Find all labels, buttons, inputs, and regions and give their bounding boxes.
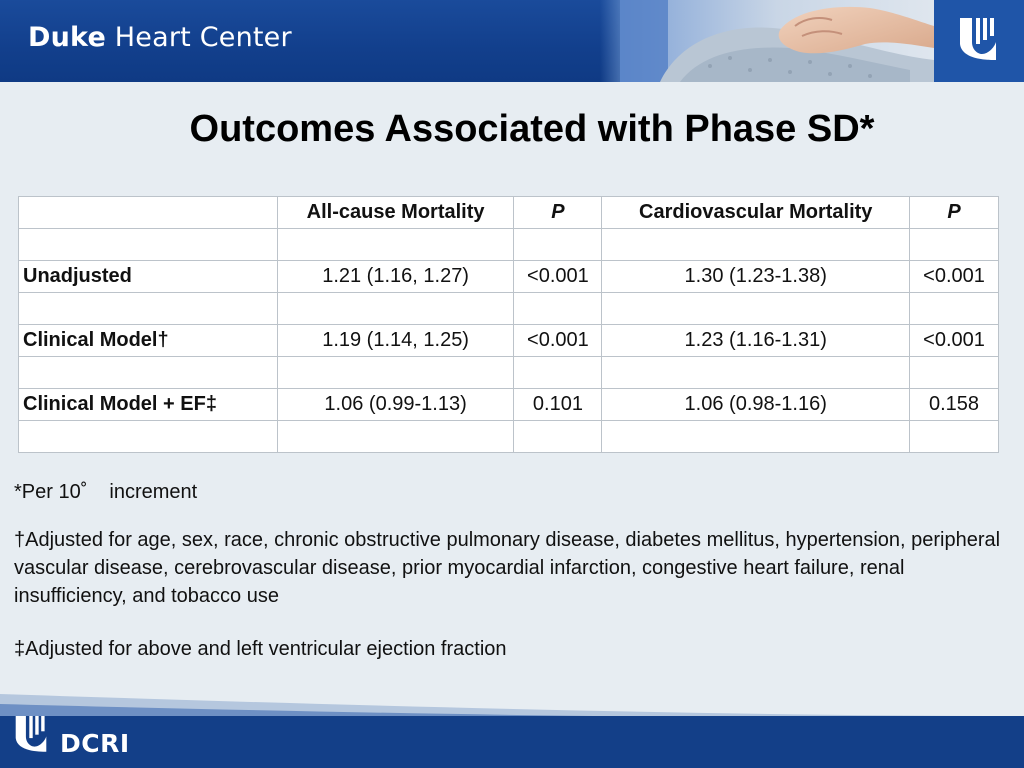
table-cell: [909, 356, 999, 389]
table-row: [18, 420, 999, 453]
row-label: Clinical Model + EF‡: [18, 388, 278, 421]
header-banner: Duke Heart Center: [0, 0, 1024, 82]
duke-shield-icon: [960, 18, 996, 60]
footer-band: [0, 716, 1024, 768]
row-label: Unadjusted: [18, 260, 278, 293]
brand-title: Duke Heart Center: [28, 22, 292, 53]
table-cell: [909, 292, 999, 325]
table-row: [18, 356, 999, 389]
footnote-per: *Per 10˚: [14, 481, 88, 503]
footnote-dagger: †Adjusted for age, sex, race, chronic ob…: [14, 529, 1001, 607]
table-cell: 0.158: [909, 388, 999, 421]
header-p-value: P: [513, 196, 603, 229]
row-label: [18, 228, 278, 261]
table-cell: <0.001: [909, 324, 999, 357]
table-cell: [276, 356, 515, 389]
table-row: [18, 228, 999, 261]
table-row: Clinical Model + EF‡ 1.06 (0.99-1.13) 0.…: [18, 388, 999, 421]
footnote-per-increment: *Per 10˚ increment: [14, 478, 1004, 506]
table-cell: 1.23 (1.16-1.31): [601, 324, 911, 357]
table-cell: 0.101: [513, 388, 603, 421]
table-row: Clinical Model† 1.19 (1.14, 1.25) <0.001…: [18, 324, 999, 357]
table-cell: 1.30 (1.23-1.38): [601, 260, 911, 293]
duke-shield-icon: [15, 716, 47, 752]
table-row: [18, 292, 999, 325]
footnotes: *Per 10˚ increment †Adjusted for age, sex…: [14, 478, 1004, 688]
header-p-value: P: [909, 196, 999, 229]
table-cell: [513, 228, 603, 261]
table-header-row: All-cause Mortality P Cardiovascular Mor…: [18, 196, 999, 229]
table-cell: [909, 420, 999, 453]
table-cell: 1.06 (0.99-1.13): [276, 388, 515, 421]
row-label: [18, 420, 278, 453]
table-cell: [909, 228, 999, 261]
table-cell: [601, 228, 911, 261]
table-cell: [513, 356, 603, 389]
row-label: [18, 292, 278, 325]
table-cell: 1.06 (0.98-1.16): [601, 388, 911, 421]
footer-org-name: DCRI: [60, 729, 130, 758]
table-cell: <0.001: [513, 260, 603, 293]
brand-bold: Duke: [28, 22, 106, 53]
table-cell: [513, 420, 603, 453]
table-cell: <0.001: [909, 260, 999, 293]
table-cell: [276, 228, 515, 261]
slide-title: Outcomes Associated with Phase SD*: [189, 108, 875, 150]
table-row: Unadjusted 1.21 (1.16, 1.27) <0.001 1.30…: [18, 260, 999, 293]
table-cell: [601, 356, 911, 389]
row-label: Clinical Model†: [18, 324, 278, 357]
table-cell: [276, 292, 515, 325]
table-cell: [513, 292, 603, 325]
photo-edge: [600, 0, 620, 82]
row-label: [18, 356, 278, 389]
table-cell: 1.21 (1.16, 1.27): [276, 260, 515, 293]
footnote-double-dagger: ‡Adjusted for above and left ventricular…: [14, 638, 507, 660]
table-cell: <0.001: [513, 324, 603, 357]
patient-shoulder-photo: [620, 0, 934, 82]
table-cell: [601, 420, 911, 453]
brand-light: Heart Center: [114, 22, 292, 53]
header-all-cause-mortality: All-cause Mortality: [276, 196, 515, 229]
table-cell: [276, 420, 515, 453]
table-cell: 1.19 (1.14, 1.25): [276, 324, 515, 357]
footnote-per-suffix: increment: [109, 481, 198, 503]
header-empty: [18, 196, 278, 229]
table-cell: [601, 292, 911, 325]
header-cardiovascular-mortality: Cardiovascular Mortality: [601, 196, 911, 229]
outcomes-table: All-cause Mortality P Cardiovascular Mor…: [18, 196, 999, 453]
